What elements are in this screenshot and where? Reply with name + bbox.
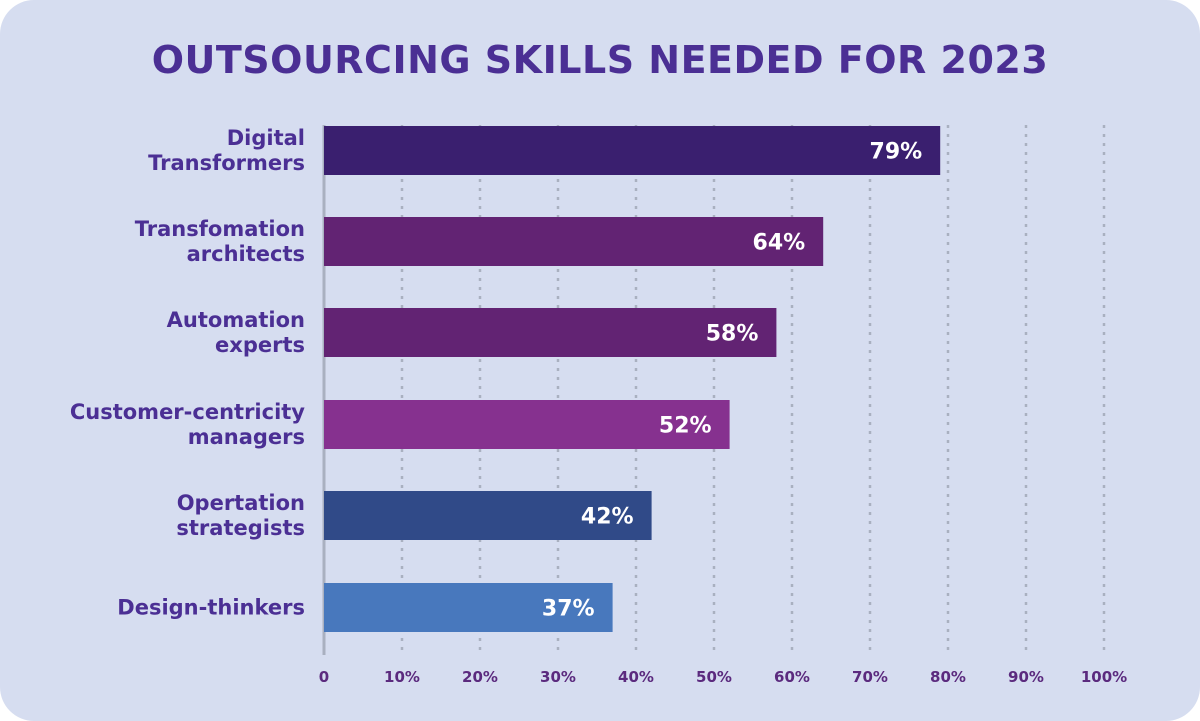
x-tick-label: 20% [462, 668, 498, 686]
category-label: Automation experts [167, 308, 305, 357]
x-tick-label: 90% [1008, 668, 1044, 686]
x-tick-label: 70% [852, 668, 888, 686]
bar-value-label: 58% [706, 322, 759, 347]
chart-title: OUTSOURCING SKILLS NEEDED FOR 2023 [151, 38, 1049, 82]
x-tick-label: 30% [540, 668, 576, 686]
x-tick-label: 10% [384, 668, 420, 686]
bar-value-label: 37% [542, 597, 595, 622]
x-tick-label: 40% [618, 668, 654, 686]
category-label: Opertation strategists [176, 491, 305, 540]
x-tick-label: 100% [1081, 668, 1127, 686]
bar-value-label: 52% [659, 414, 712, 439]
x-tick-label: 80% [930, 668, 966, 686]
bar [324, 400, 730, 449]
x-tick-label: 60% [774, 668, 810, 686]
bar-value-label: 79% [870, 140, 923, 165]
x-tick-label: 0 [319, 668, 329, 686]
category-label: Digital Transformers [148, 126, 305, 175]
bar-value-label: 64% [753, 231, 806, 256]
category-label: Customer-centricity managers [70, 400, 305, 449]
bar [324, 126, 941, 175]
bar [324, 217, 824, 266]
x-tick-label: 50% [696, 668, 732, 686]
bar [324, 491, 652, 540]
bar [324, 308, 777, 357]
category-label: Transfomation architects [135, 217, 305, 266]
bar-value-label: 42% [581, 505, 634, 530]
category-label: Design-thinkers [117, 596, 305, 620]
bar [324, 583, 613, 632]
